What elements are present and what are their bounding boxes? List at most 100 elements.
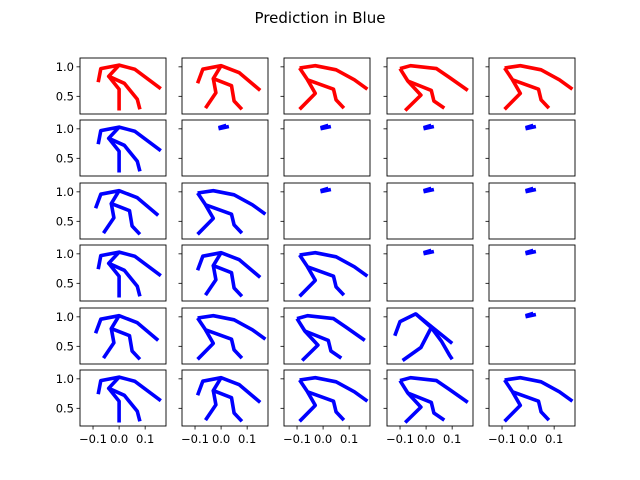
skeleton-limb xyxy=(524,123,534,130)
skeleton-limb xyxy=(197,188,267,216)
axes-frame xyxy=(283,57,371,115)
x-tick-label: 0.1 xyxy=(136,432,154,446)
skeleton xyxy=(298,63,369,111)
skeleton xyxy=(319,186,332,194)
y-tick-label: 0.5 xyxy=(56,214,74,228)
axes-frame xyxy=(79,307,167,365)
skeleton xyxy=(503,375,574,423)
x-tick-label: 0.1 xyxy=(238,432,256,446)
subplot-r0-c3 xyxy=(383,57,474,115)
skeleton-limb xyxy=(196,191,244,235)
skeleton-limb xyxy=(298,378,346,422)
axes-frame xyxy=(386,182,474,240)
subplot-r3-c2 xyxy=(280,244,371,302)
x-tick-label: 0.0 xyxy=(110,432,128,446)
skeleton-limb xyxy=(399,375,469,404)
subplot-r0-c2 xyxy=(280,57,371,115)
axes-frame xyxy=(283,119,371,177)
skeleton-limb xyxy=(299,250,369,278)
skeleton-limb xyxy=(93,188,160,217)
skeleton-limb xyxy=(401,326,433,362)
skeleton-limb xyxy=(107,262,121,298)
subplot-r5-c4: −0.1 0.0 0.1 xyxy=(485,369,576,446)
y-tick-label: 0.5 xyxy=(56,401,74,415)
skeleton xyxy=(93,188,160,236)
subplot-r1-c1 xyxy=(178,119,269,177)
axes-frame xyxy=(488,57,576,115)
subplot-r3-c0: 1.0 0.5 xyxy=(56,244,167,302)
skeleton xyxy=(196,188,267,236)
subplot-r2-c2 xyxy=(280,182,371,240)
skeleton-limb xyxy=(195,250,262,279)
skeleton xyxy=(96,63,162,111)
subplot-r0-c1 xyxy=(178,57,269,115)
y-tick-label: 1.0 xyxy=(56,122,74,136)
y-tick-label: 0.5 xyxy=(56,339,74,353)
axes-frame xyxy=(79,57,167,115)
skeleton xyxy=(398,63,469,112)
skeleton-limb xyxy=(211,64,244,111)
axes-frame xyxy=(386,119,474,177)
y-tick-label: 0.5 xyxy=(56,151,74,165)
skeleton-limb xyxy=(217,123,227,130)
x-tick-label: −0.1 xyxy=(79,432,107,446)
skeleton-limb xyxy=(299,375,369,403)
subplot-r5-c3: −0.1 0.0 0.1 xyxy=(383,369,474,446)
skeleton-limb xyxy=(503,378,551,422)
subplot-r1-c0: 1.0 0.5 xyxy=(56,119,167,177)
x-tick-label: −0.1 xyxy=(283,432,311,446)
skeleton-limb xyxy=(298,78,318,111)
skeleton-limb xyxy=(398,379,446,422)
skeleton xyxy=(503,63,574,111)
skeleton-limb xyxy=(504,63,574,91)
skeleton-limb xyxy=(106,250,142,297)
skeleton-limb xyxy=(398,67,446,110)
skeleton-limb xyxy=(204,78,218,110)
x-tick-label: −0.1 xyxy=(181,432,209,446)
axes-frame xyxy=(386,369,474,427)
axes-frame xyxy=(181,369,269,427)
skeleton xyxy=(96,250,162,298)
skeleton-limb xyxy=(298,66,346,110)
subplot-r1-c4 xyxy=(485,119,576,177)
skeleton-limb xyxy=(196,203,216,236)
skeleton-limb xyxy=(204,265,218,297)
x-tick-label: −0.1 xyxy=(386,432,414,446)
axes-frame xyxy=(283,307,371,365)
subplot-r2-c0: 1.0 0.5 xyxy=(56,182,167,240)
skeleton xyxy=(524,248,537,256)
skeleton-limb xyxy=(298,265,318,298)
subplot-r4-c1 xyxy=(178,307,269,365)
axes-frame xyxy=(79,369,167,427)
skeleton xyxy=(195,63,262,111)
subplot-r2-c4 xyxy=(485,182,576,240)
x-tick-label: 0.0 xyxy=(417,432,435,446)
skeleton-limb xyxy=(319,186,329,193)
skeleton-limb xyxy=(204,390,218,422)
skeleton xyxy=(398,375,469,424)
skeleton xyxy=(422,248,435,256)
axes-frame xyxy=(181,57,269,115)
axes-frame xyxy=(386,57,474,115)
skeleton-limb xyxy=(403,391,423,424)
axes-frame xyxy=(283,244,371,302)
skeleton xyxy=(96,125,162,173)
skeleton-limb xyxy=(106,375,142,422)
skeleton-limb xyxy=(211,376,244,423)
axes-frame xyxy=(386,244,474,302)
y-tick-label: 0.5 xyxy=(56,276,74,290)
skeleton-limb xyxy=(503,78,523,111)
skeleton-limb xyxy=(102,328,116,360)
subplot-r3-c3 xyxy=(383,244,474,302)
subplot-r4-c3 xyxy=(383,307,474,365)
skeleton-limb xyxy=(195,375,262,404)
skeleton xyxy=(524,123,537,131)
subplot-grid: 1.0 0.5 1.0 0.5 1.0 0.5 1.0 0.5 1.0 0.5 1.0 0.5 −0.1… xyxy=(56,57,576,446)
subplot-r3-c4 xyxy=(485,244,576,302)
skeleton-limb xyxy=(107,137,121,173)
skeleton-limb xyxy=(109,189,142,236)
subplot-r0-c0: 1.0 0.5 xyxy=(56,57,167,115)
skeleton-limb xyxy=(422,186,432,193)
subplot-r1-c2 xyxy=(280,119,371,177)
x-tick-label: 0.0 xyxy=(314,432,332,446)
